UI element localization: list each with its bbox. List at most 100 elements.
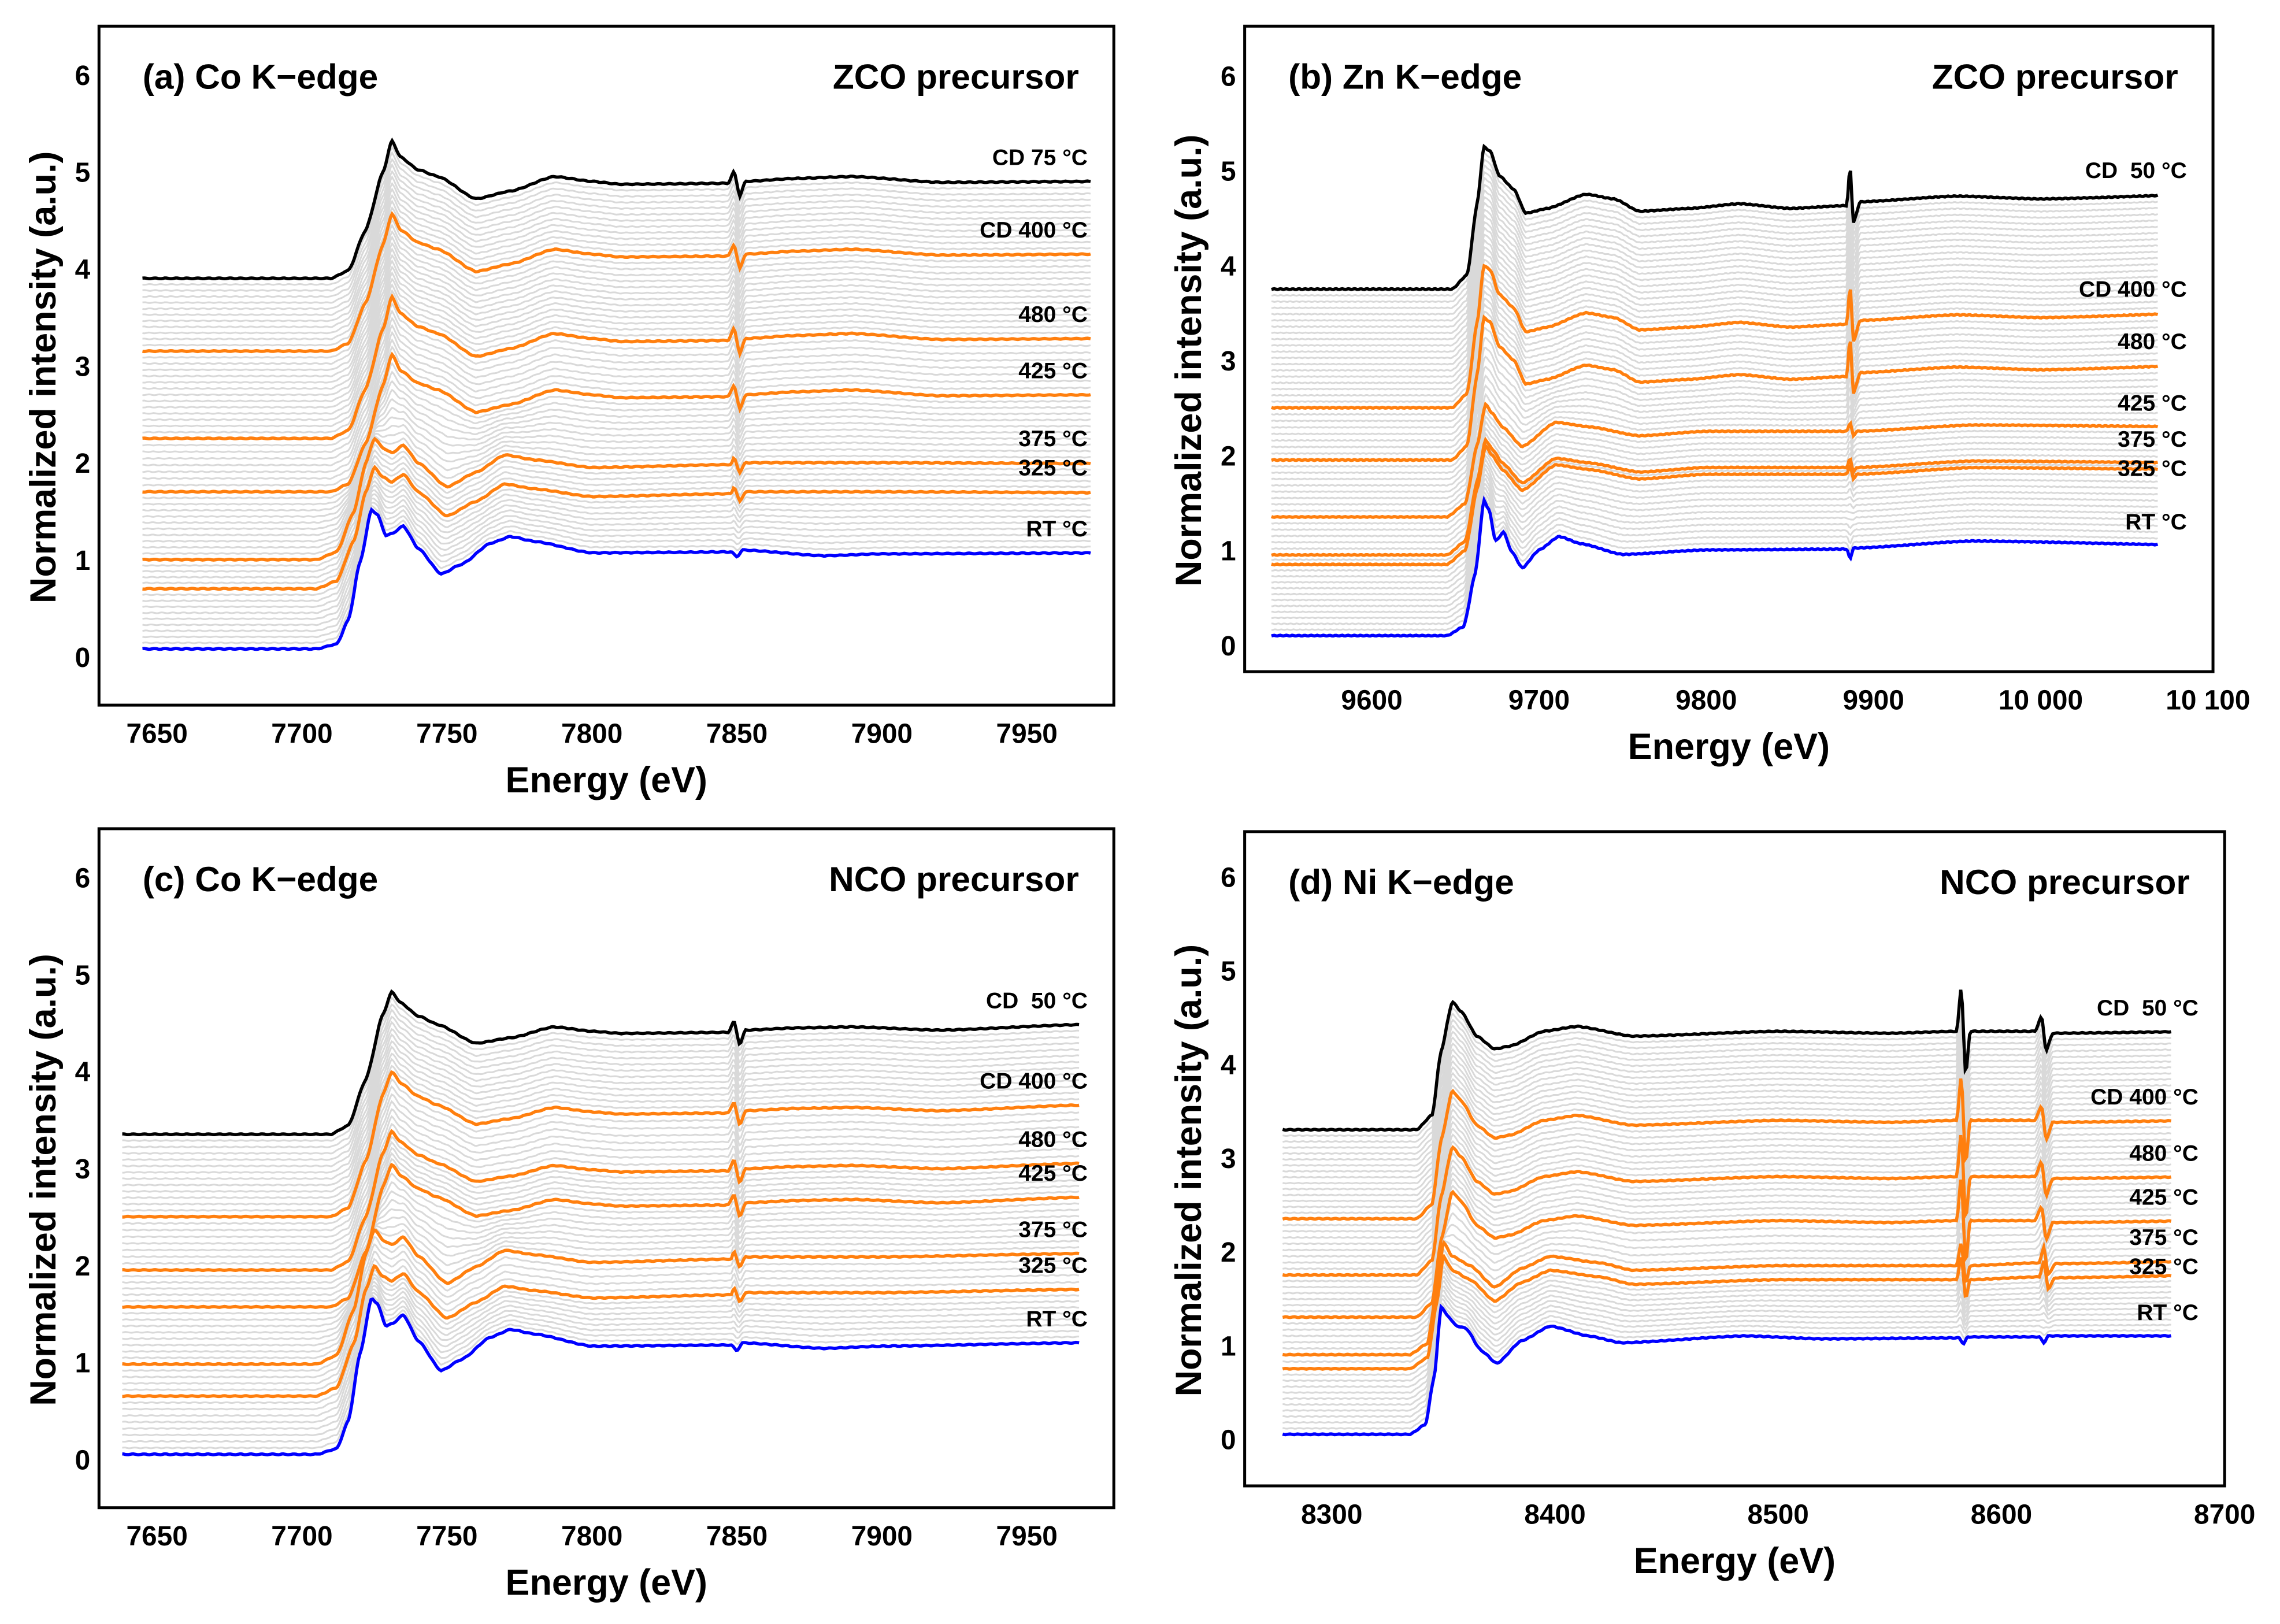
x-tick-label: 7900: [851, 719, 913, 750]
x-tick-label: 8300: [1301, 1499, 1362, 1530]
panel-title: (a) Co K−edge: [143, 57, 379, 96]
y-tick-label: 0: [75, 1445, 91, 1475]
gray-series-line: [142, 331, 1091, 473]
y-tick-label: 4: [75, 254, 91, 285]
gray-series-line: [1271, 355, 2158, 487]
gray-series-line: [1282, 1098, 2172, 1239]
gray-series-line: [1282, 1141, 2172, 1282]
x-tick-label: 7950: [996, 1521, 1058, 1552]
gray-series-line: [122, 1115, 1080, 1258]
gray-series-line: [1282, 995, 2171, 1137]
series-label: CD 50 °C: [986, 988, 1088, 1013]
series-line-1: [122, 1263, 1080, 1399]
gray-series-line: [122, 1040, 1080, 1187]
gray-series-line: [1271, 246, 2158, 391]
gray-series-line: [142, 289, 1091, 433]
series-label: 375 °C: [1018, 1218, 1088, 1243]
panel-subtitle: NCO precursor: [829, 859, 1079, 899]
panel-b: CD 50 °C CD 400 °C 480 °C 425 °C 375 °C 325 °…: [1169, 24, 2250, 767]
gray-series-line: [122, 1065, 1080, 1212]
gray-series-line: [1271, 151, 2159, 297]
gray-series-line: [122, 1292, 1080, 1443]
series-label: CD 50 °C: [2097, 996, 2199, 1021]
gray-series-line: [122, 1136, 1080, 1278]
x-tick-label: 7650: [126, 719, 187, 750]
gray-series-line: [1271, 483, 2159, 613]
panel-title: (c) Co K−edge: [143, 859, 379, 899]
gray-series-line: [1271, 289, 2158, 435]
x-axis-label: Energy (eV): [506, 1563, 707, 1603]
panel-subtitle: NCO precursor: [1940, 862, 2190, 902]
gray-series-line: [142, 223, 1091, 365]
series-line-1: [1271, 443, 2159, 567]
gray-series-line: [142, 398, 1091, 524]
gray-series-line: [122, 1273, 1080, 1411]
gray-series-line: [1271, 490, 2158, 625]
y-tick-label: 3: [75, 351, 91, 382]
gray-series-line: [122, 1284, 1080, 1430]
x-tick-label: 7800: [561, 719, 622, 750]
gray-series-line: [142, 502, 1091, 639]
series-label: 425 °C: [2129, 1185, 2199, 1210]
x-tick-label: 8400: [1524, 1499, 1585, 1530]
gray-series-line: [1271, 494, 2158, 631]
gray-series-line: [1271, 454, 2158, 578]
gray-series-group: [142, 145, 1091, 644]
x-tick-label: 9800: [1675, 685, 1737, 716]
gray-series-line: [1271, 310, 2158, 455]
gray-series-line: [1282, 1085, 2172, 1226]
y-axis-label: Normalized intensity (a.u.): [1169, 944, 1209, 1397]
gray-series-line: [122, 1052, 1080, 1199]
gray-series-line: [1271, 477, 2158, 607]
gray-series-line: [142, 254, 1091, 396]
y-tick-label: 0: [75, 643, 91, 673]
gray-series-line: [142, 302, 1091, 447]
x-tick-label: 7850: [706, 1521, 768, 1552]
gray-series-line: [1271, 164, 2159, 309]
x-tick-label: 8700: [2194, 1499, 2255, 1530]
gray-series-line: [1282, 1061, 2172, 1203]
gray-series-line: [122, 1269, 1080, 1404]
series-line-0: [1271, 495, 2159, 638]
x-tick-label: 7700: [271, 719, 332, 750]
y-tick-label: 3: [75, 1154, 91, 1185]
gray-series-line: [122, 1028, 1080, 1174]
gray-series-line: [142, 416, 1091, 536]
gray-series-line: [142, 454, 1091, 579]
gray-series-line: [142, 242, 1091, 384]
gray-series-line: [1271, 258, 2158, 403]
y-tick-label: 3: [1221, 1144, 1236, 1174]
series-line-5: [122, 1070, 1080, 1219]
x-tick-label: 7950: [996, 719, 1058, 750]
gray-series-line: [1271, 302, 2158, 448]
series-line-6: [1282, 989, 2172, 1132]
series-line-5: [1282, 1078, 2172, 1221]
gray-series-line: [1271, 374, 2158, 499]
gray-series-line: [1282, 1019, 2171, 1161]
gray-series-line: [142, 406, 1091, 531]
gray-series-line: [1271, 427, 2158, 544]
series-line-1: [142, 465, 1091, 591]
series-label: CD 75 °C: [992, 145, 1088, 170]
gray-series-line: [142, 388, 1091, 518]
plot-frame: [1243, 830, 2226, 1488]
gray-series-line: [122, 1294, 1080, 1449]
gray-series-line: [1271, 346, 2158, 480]
series-line-4: [142, 293, 1091, 441]
gray-series-line: [122, 1181, 1080, 1321]
gray-series-line: [142, 309, 1091, 453]
gray-series-line: [142, 362, 1091, 499]
gray-series-line: [1271, 195, 2158, 340]
x-tick-label: 7650: [126, 1521, 187, 1552]
gray-series-line: [142, 338, 1091, 480]
gray-series-line: [142, 345, 1091, 487]
gray-series-line: [1282, 1115, 2172, 1258]
gray-series-line: [1282, 1147, 2171, 1289]
gray-series-line: [1282, 1173, 2171, 1312]
gray-series-line: [142, 181, 1091, 322]
gray-series-line: [142, 265, 1091, 409]
gray-series-line: [122, 1199, 1080, 1334]
y-axis-label: Normalized intensity (a.u.): [23, 954, 64, 1406]
gray-series-line: [1282, 1122, 2172, 1264]
gray-series-line: [1271, 297, 2158, 442]
